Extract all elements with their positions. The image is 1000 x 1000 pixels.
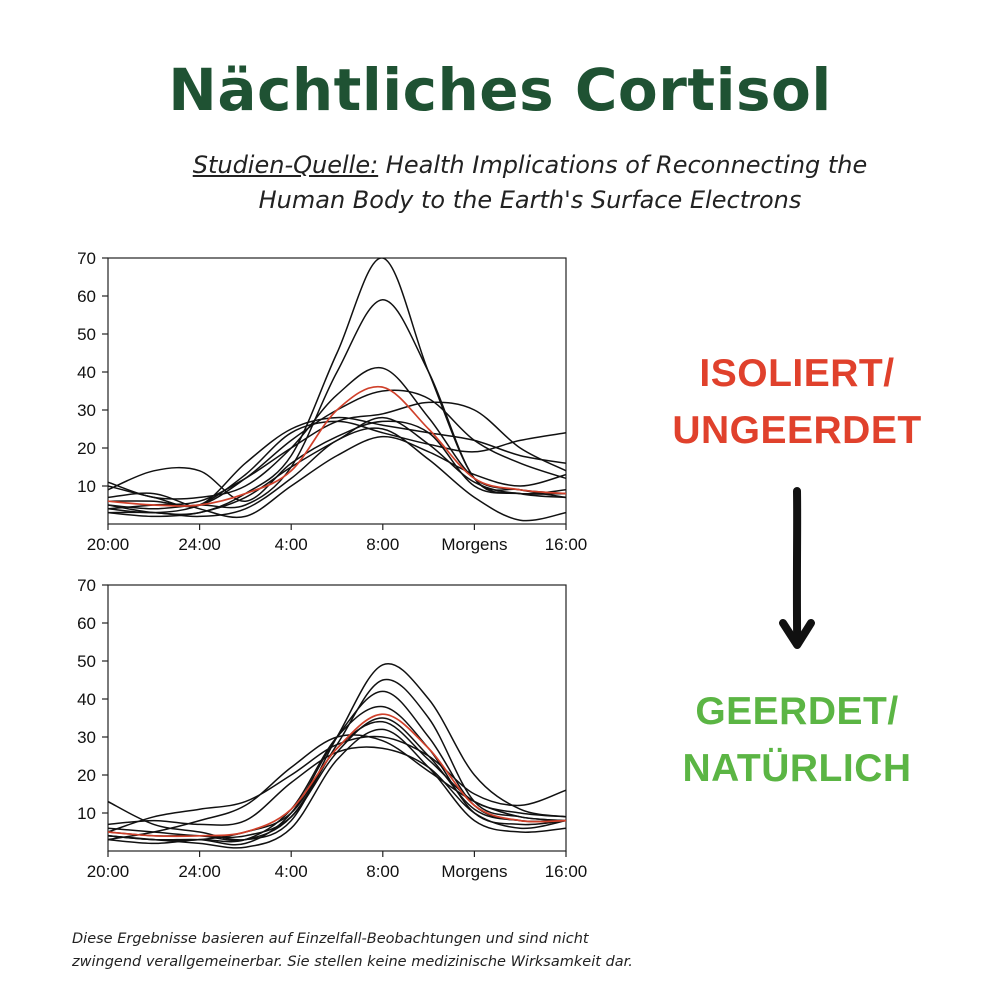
y-tick-label: 70 [77,576,96,595]
state-geerdet-line1: GEERDET/ [695,690,899,733]
mean-series-line [108,385,566,507]
chart-geerdet-svg: 10 20 30 40 50 60 70 20:00 24:00 4:00 8:00 Morgens 1… [77,576,588,881]
chart-isoliert: 10 20 30 40 50 60 70 20:00 24:00 4:00 8:00 Morgens 1… [0,240,620,570]
x-tick-label: 4:00 [275,535,308,554]
y-tick-label: 40 [77,363,96,382]
state-isoliert-line1: ISOLIERT/ [699,352,895,395]
series-line [108,735,566,833]
y-tick-label: 30 [77,401,96,420]
y-tick-label: 60 [77,287,96,306]
source-label: Studien-Quelle: [192,151,379,179]
series-line [108,420,566,514]
x-tick-label: 8:00 [366,535,399,554]
y-tick-label: 30 [77,728,96,747]
y-tick-label: 20 [77,439,96,458]
disclaimer-line2: zwingend verallgemeinerbar. Sie stellen … [72,954,633,970]
state-geerdet-line2: NATÜRLICH [682,747,912,790]
x-tick-label: 20:00 [87,862,130,881]
series-line [108,366,566,500]
x-tick-label: 4:00 [275,862,308,881]
x-tick-label: 16:00 [545,535,588,554]
x-tick-label: 24:00 [178,535,221,554]
y-tick-label: 70 [77,249,96,268]
state-isoliert-line2: UNGEERDET [672,409,922,452]
series-line [108,416,566,518]
state-isoliert-label: ISOLIERT/ UNGEERDET [637,345,957,459]
series-line [108,299,566,510]
source-text-line1: Health Implications of Reconnecting the [378,151,868,179]
plot-frame [107,584,567,852]
page-title: Nächtliches Cortisol [168,56,832,124]
chart-isoliert-svg: 10 20 30 40 50 60 70 20:00 24:00 4:00 8:00 Morgens 1… [77,249,588,554]
down-arrow-icon [779,487,815,649]
x-tick-label: 24:00 [178,862,221,881]
state-geerdet-label: GEERDET/ NATÜRLICH [637,683,957,797]
x-tick-label: 16:00 [545,862,588,881]
x-tick-label: Morgens [441,862,507,881]
chart-geerdet: 10 20 30 40 50 60 70 20:00 24:00 4:00 8:00 Morgens 1… [0,567,620,897]
x-tick-label: 8:00 [366,862,399,881]
y-tick-label: 40 [77,690,96,709]
disclaimer-line1: Diese Ergebnisse basieren auf Einzelfall… [72,931,589,947]
plot-frame [107,257,567,525]
x-tick-label: Morgens [441,535,507,554]
series-line [108,420,566,502]
series-line [108,746,566,830]
source-citation: Studien-Quelle: Health Implications of R… [150,148,910,218]
series-line [108,435,566,519]
y-tick-label: 10 [77,477,96,496]
y-tick-label: 50 [77,652,96,671]
x-tick-label: 20:00 [87,535,130,554]
series-line [108,258,566,516]
series-line [108,728,566,849]
y-tick-label: 50 [77,325,96,344]
y-tick-label: 60 [77,614,96,633]
source-text-line2: Human Body to the Earth's Surface Electr… [258,186,802,214]
y-tick-label: 20 [77,766,96,785]
disclaimer: Diese Ergebnisse basieren auf Einzelfall… [72,928,772,974]
y-tick-label: 10 [77,804,96,823]
mean-series-line [108,713,566,838]
